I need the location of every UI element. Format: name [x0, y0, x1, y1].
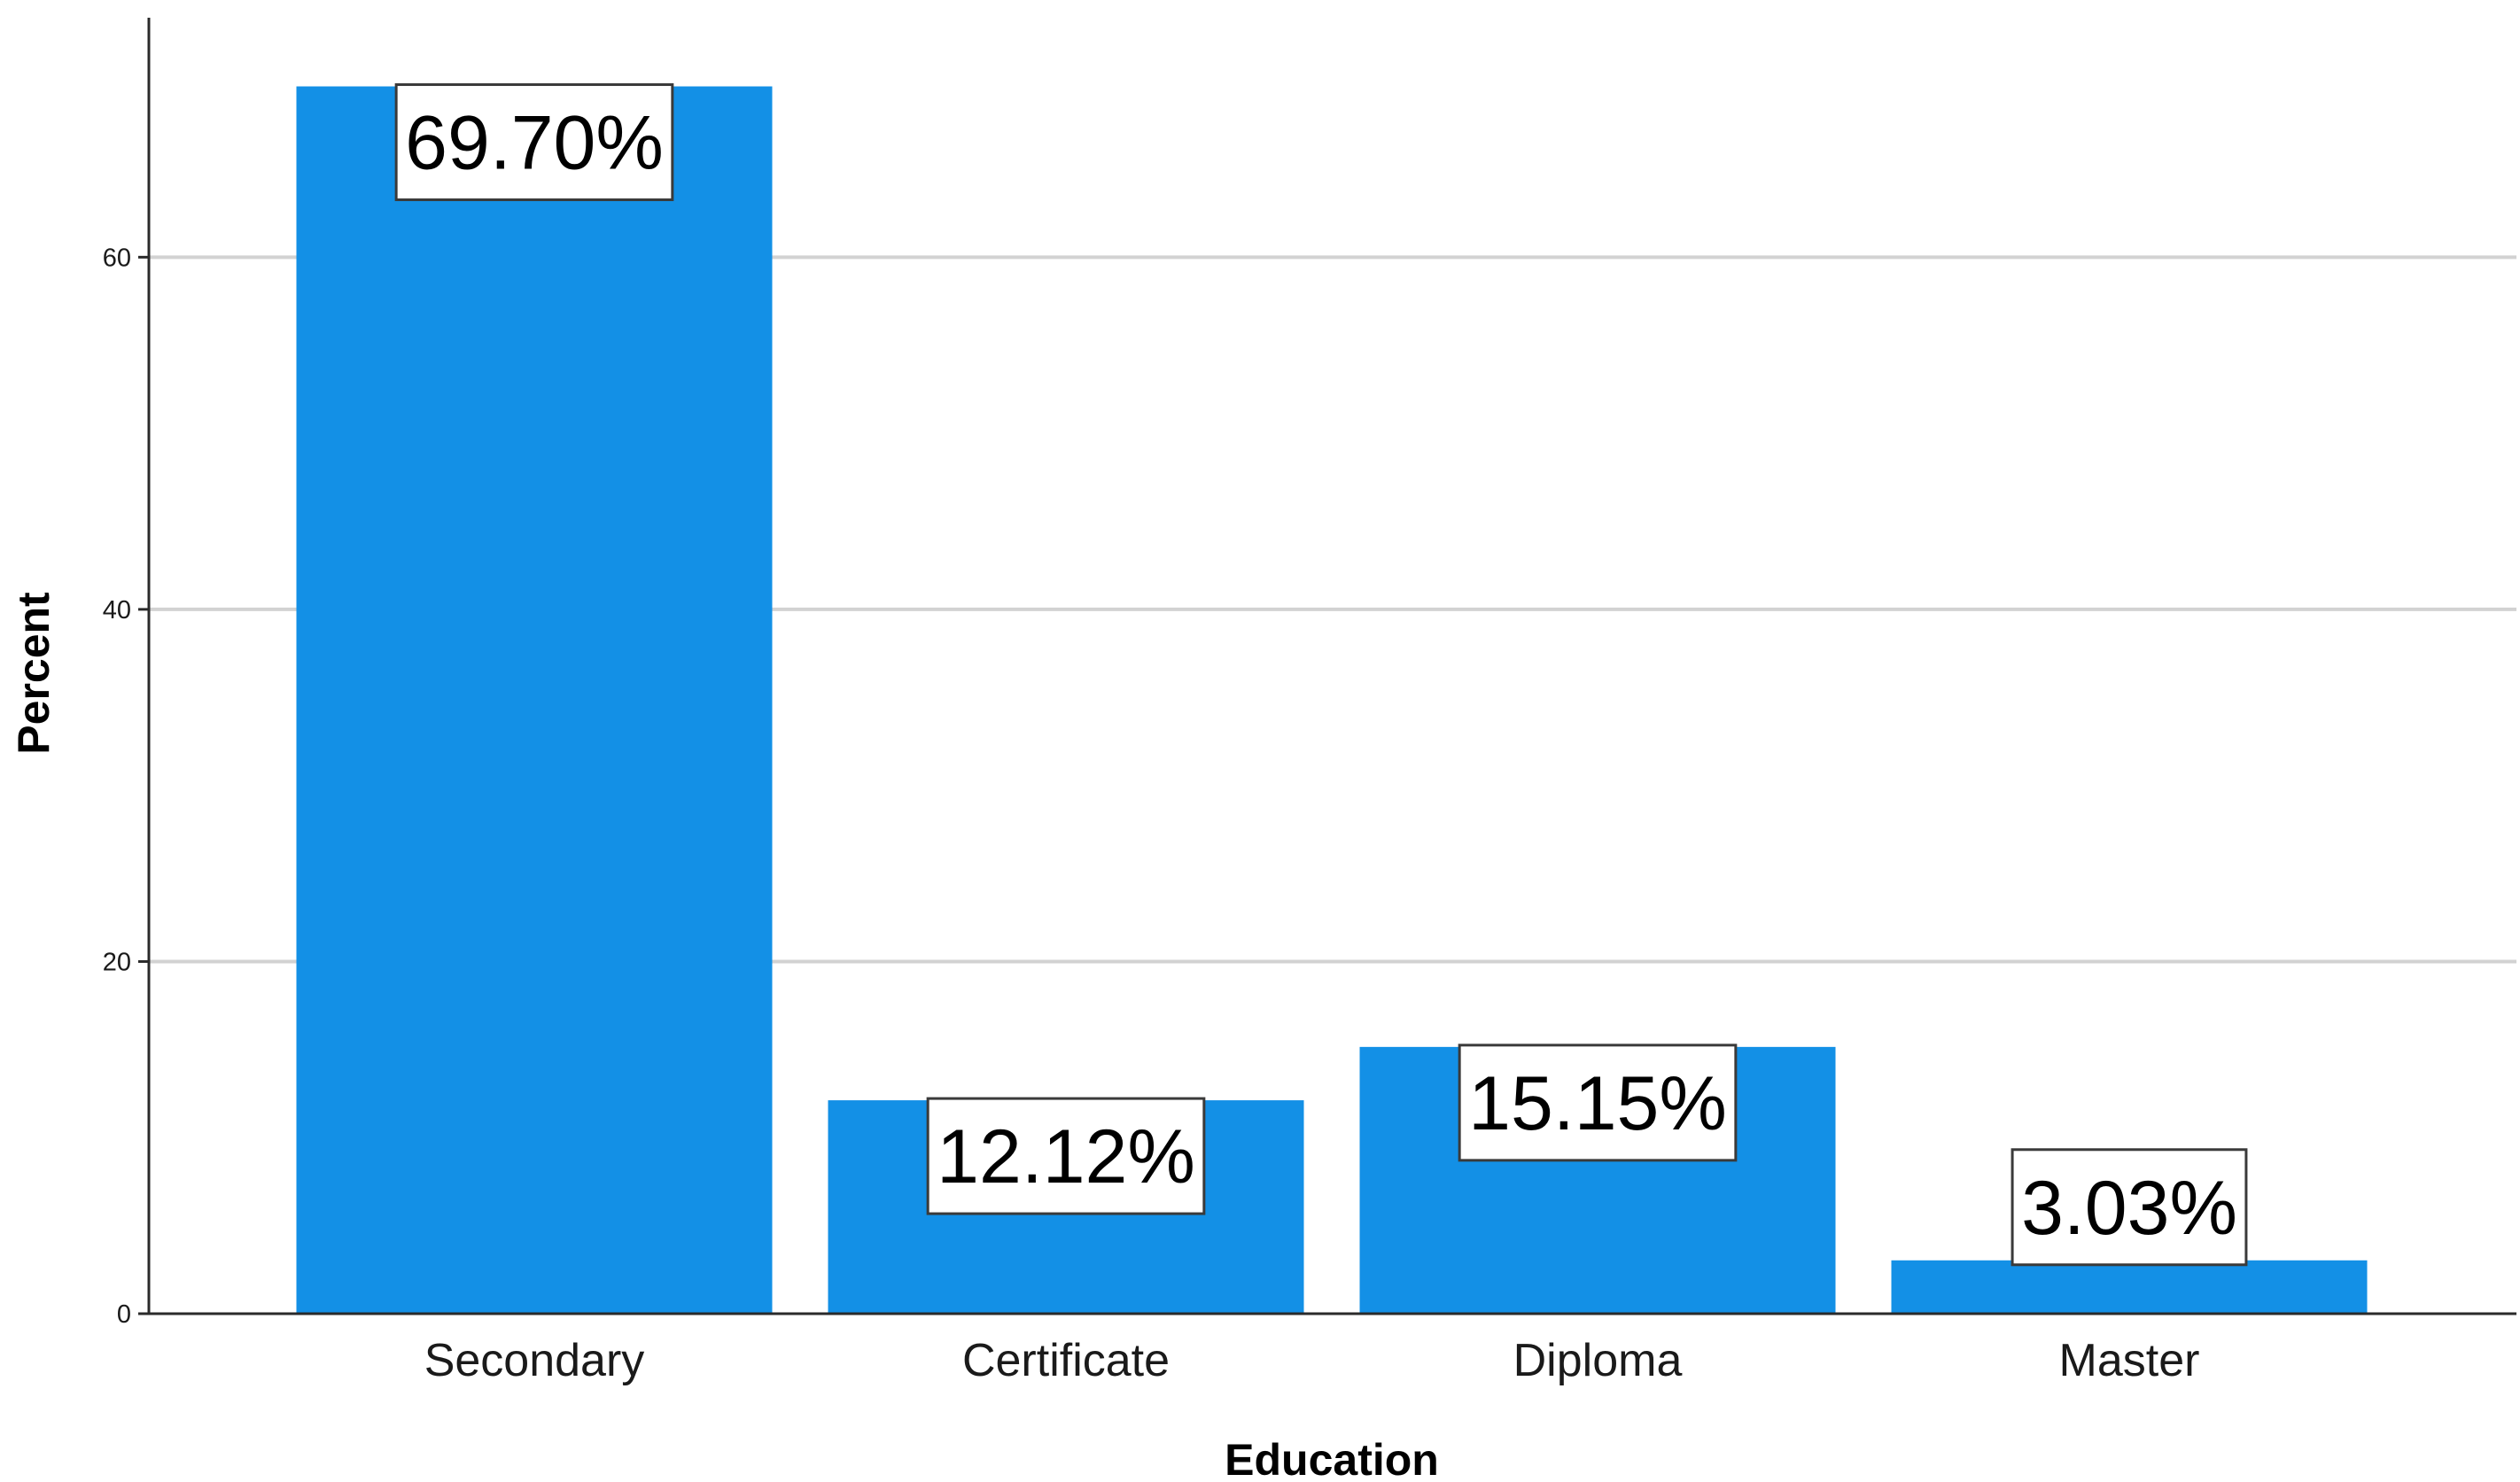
y-tick-labels: 0 20 40 60	[103, 244, 131, 1329]
x-tick-label: Diploma	[1513, 1335, 1683, 1386]
x-tick-label: Certificate	[962, 1335, 1170, 1386]
y-tick-label: 20	[103, 948, 131, 976]
data-label-certificate: 12.12%	[926, 1097, 1206, 1215]
data-label-text: 3.03%	[2021, 1166, 2237, 1251]
data-label-text: 15.15%	[1468, 1061, 1727, 1146]
axes	[138, 18, 2516, 1315]
data-labels: 69.70% 12.12% 15.15% 3.03%	[394, 83, 2248, 1267]
data-label-diploma: 15.15%	[1458, 1044, 1738, 1162]
y-axis-title: Percent	[9, 592, 58, 755]
data-label-box	[926, 1097, 1206, 1215]
y-tick-label: 40	[103, 596, 131, 625]
x-tick-label: Secondary	[424, 1335, 645, 1386]
y-tick-label: 60	[103, 244, 131, 272]
x-axis-title: Education	[1225, 1435, 1439, 1482]
data-label-box	[394, 83, 674, 202]
bar-secondary	[296, 86, 773, 1315]
data-label-box	[2011, 1148, 2248, 1267]
data-label-text: 69.70%	[405, 101, 664, 186]
bars	[296, 86, 2368, 1315]
data-label-box	[1458, 1044, 1738, 1162]
bar-master	[1891, 1260, 2368, 1314]
data-label-text: 12.12%	[937, 1114, 1195, 1199]
x-category-labels: Secondary Certificate Diploma Master	[424, 1335, 2200, 1386]
data-label-secondary: 69.70%	[394, 83, 674, 202]
x-tick-label: Master	[2059, 1335, 2200, 1386]
data-label-master: 3.03%	[2011, 1148, 2248, 1267]
y-tick-label: 0	[117, 1300, 131, 1329]
